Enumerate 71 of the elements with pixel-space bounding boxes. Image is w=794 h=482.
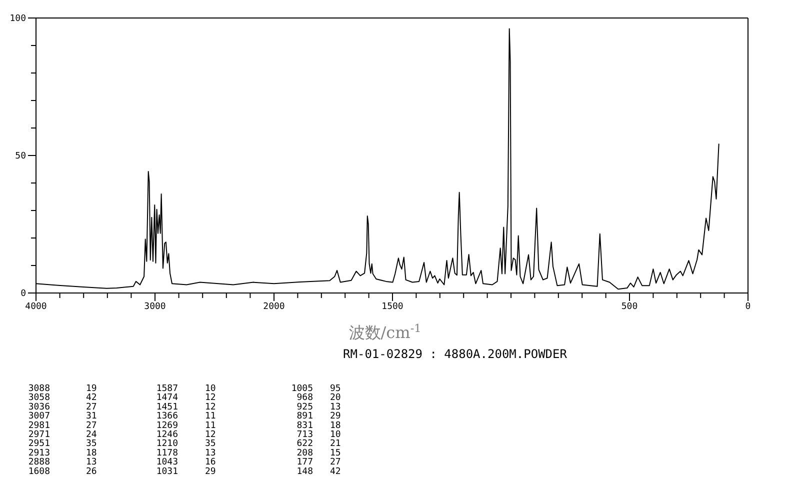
text: 31 bbox=[86, 412, 97, 422]
text: 1269 bbox=[156, 420, 178, 431]
x-axis-title: 波数/cm$^{-1}$ bbox=[348, 322, 422, 342]
text: 148 bbox=[296, 466, 313, 477]
text: 1178 bbox=[156, 448, 178, 458]
text: 968 bbox=[296, 393, 313, 404]
text: 35 bbox=[86, 439, 97, 450]
text: 16 bbox=[205, 458, 216, 468]
text: 29 bbox=[205, 466, 216, 477]
text: 208 bbox=[296, 448, 313, 458]
text: 2971 bbox=[28, 430, 50, 440]
y-tick-label: 100 bbox=[10, 14, 26, 24]
text: 12 bbox=[205, 402, 216, 412]
text: 27 bbox=[86, 420, 97, 431]
text: 831 bbox=[296, 420, 313, 431]
text: 12 bbox=[205, 393, 216, 404]
text: 3007 bbox=[28, 412, 50, 422]
x-tick-label: 2000 bbox=[263, 302, 285, 312]
y-tick-label: 0 bbox=[20, 289, 26, 299]
text: 18 bbox=[86, 448, 97, 458]
text: 10 bbox=[205, 384, 216, 394]
text: 2951 bbox=[28, 439, 50, 450]
text: 24 bbox=[86, 430, 97, 440]
text: 925 bbox=[296, 402, 313, 412]
text: 713 bbox=[296, 430, 313, 440]
text: 1587 bbox=[156, 384, 178, 394]
y-tick-label: 50 bbox=[15, 152, 26, 162]
text: 10 bbox=[330, 430, 341, 440]
text: 42 bbox=[330, 466, 341, 477]
text: 1005 bbox=[291, 384, 313, 394]
text: RM-01-02829 : 4880A.200M.POWDER bbox=[343, 347, 568, 361]
text: 2888 bbox=[28, 458, 50, 468]
text: 26 bbox=[86, 466, 97, 477]
text: 622 bbox=[296, 439, 313, 450]
text: 1366 bbox=[156, 412, 178, 422]
text: 1043 bbox=[156, 458, 178, 468]
text: 1608 bbox=[28, 466, 50, 477]
text: 12 bbox=[205, 430, 216, 440]
x-tick-label: 1500 bbox=[382, 302, 404, 312]
text: 3036 bbox=[28, 402, 50, 412]
text: 21 bbox=[330, 439, 341, 450]
x-tick-label: 500 bbox=[621, 302, 638, 312]
text: 13 bbox=[330, 402, 341, 412]
text: 35 bbox=[205, 439, 216, 450]
text: 891 bbox=[296, 412, 313, 422]
text: 95 bbox=[330, 384, 341, 394]
text: 15 bbox=[330, 448, 341, 458]
text: 1210 bbox=[156, 439, 178, 450]
text: 27 bbox=[330, 458, 341, 468]
text: 13 bbox=[86, 458, 97, 468]
text: 1474 bbox=[156, 393, 178, 404]
text: 2913 bbox=[28, 448, 50, 458]
text: 19 bbox=[86, 384, 97, 394]
text: 29 bbox=[330, 412, 341, 422]
text: 3088 bbox=[28, 384, 50, 394]
text: 13 bbox=[205, 448, 216, 458]
text: 177 bbox=[296, 458, 313, 468]
text: 1246 bbox=[156, 430, 178, 440]
text: 11 bbox=[205, 412, 216, 422]
x-tick-label: 3000 bbox=[144, 302, 166, 312]
text: 11 bbox=[205, 420, 216, 431]
x-tick-label: 4000 bbox=[25, 302, 47, 312]
text: 1451 bbox=[156, 402, 178, 412]
text: 20 bbox=[330, 393, 341, 404]
text: 42 bbox=[86, 393, 97, 404]
text: 3058 bbox=[28, 393, 50, 404]
x-tick-label: 0 bbox=[745, 302, 751, 312]
text: 1031 bbox=[156, 466, 178, 477]
text: 2981 bbox=[28, 420, 50, 431]
text: 27 bbox=[86, 402, 97, 412]
text: 18 bbox=[330, 420, 341, 431]
